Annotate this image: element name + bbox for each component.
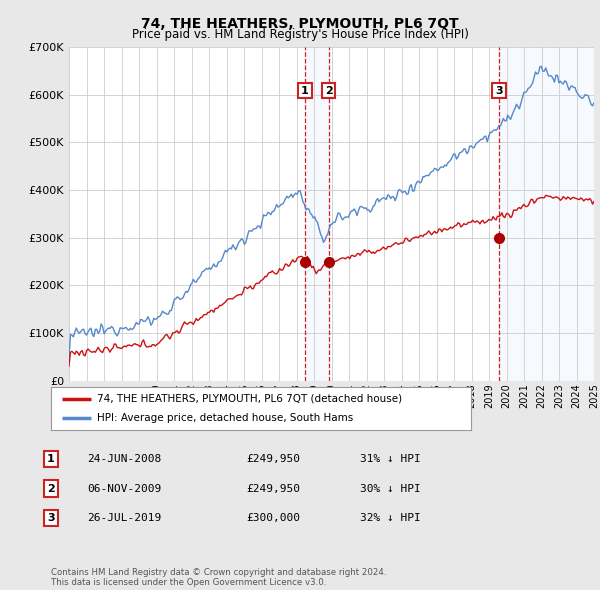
Text: 2: 2 (325, 86, 332, 96)
Text: 06-NOV-2009: 06-NOV-2009 (87, 484, 161, 493)
Text: 3: 3 (495, 86, 503, 96)
Text: 74, THE HEATHERS, PLYMOUTH, PL6 7QT: 74, THE HEATHERS, PLYMOUTH, PL6 7QT (141, 17, 459, 31)
Text: 1: 1 (301, 86, 309, 96)
Text: Price paid vs. HM Land Registry's House Price Index (HPI): Price paid vs. HM Land Registry's House … (131, 28, 469, 41)
Text: HPI: Average price, detached house, South Hams: HPI: Average price, detached house, Sout… (97, 413, 353, 423)
Text: £249,950: £249,950 (246, 454, 300, 464)
Text: 26-JUL-2019: 26-JUL-2019 (87, 513, 161, 523)
Text: Contains HM Land Registry data © Crown copyright and database right 2024.
This d: Contains HM Land Registry data © Crown c… (51, 568, 386, 587)
Bar (499, 47, 594, 381)
Text: 24-JUN-2008: 24-JUN-2008 (87, 454, 161, 464)
Text: 2: 2 (47, 484, 55, 493)
Text: 32% ↓ HPI: 32% ↓ HPI (360, 513, 421, 523)
Text: 1: 1 (47, 454, 55, 464)
Text: 3: 3 (47, 513, 55, 523)
Text: £249,950: £249,950 (246, 484, 300, 493)
Text: 74, THE HEATHERS, PLYMOUTH, PL6 7QT (detached house): 74, THE HEATHERS, PLYMOUTH, PL6 7QT (det… (97, 394, 403, 404)
Text: £300,000: £300,000 (246, 513, 300, 523)
Text: 31% ↓ HPI: 31% ↓ HPI (360, 454, 421, 464)
Text: 30% ↓ HPI: 30% ↓ HPI (360, 484, 421, 493)
Bar (305, 47, 329, 381)
